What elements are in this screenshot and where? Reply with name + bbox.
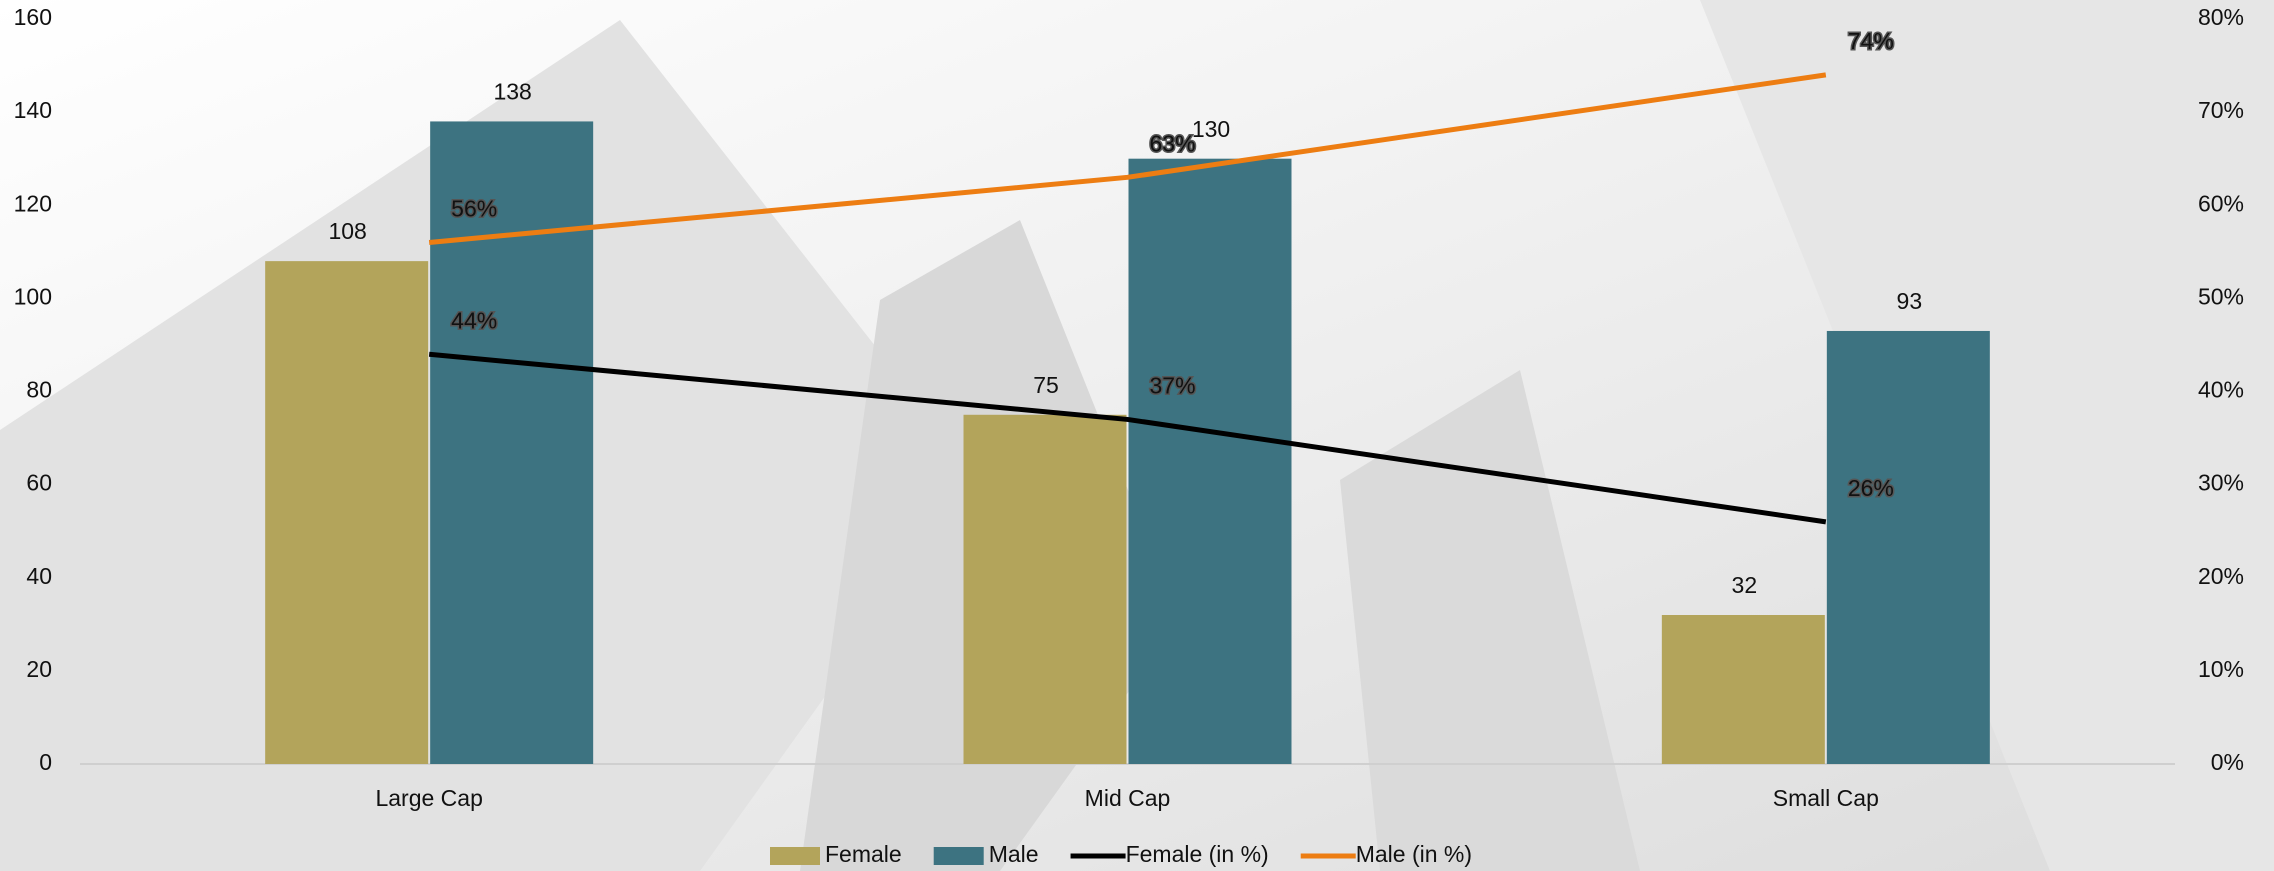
legend-swatch xyxy=(770,847,820,865)
bar-value-label: 75 xyxy=(1033,372,1059,398)
y2-tick-label: 50% xyxy=(2198,283,2244,309)
y-tick-label: 60 xyxy=(26,470,52,496)
y-tick-label: 140 xyxy=(14,97,52,123)
y-tick-label: 120 xyxy=(14,190,52,216)
bar-value-label: 93 xyxy=(1897,288,1923,314)
y2-tick-label: 80% xyxy=(2198,4,2244,30)
line-value-label: 56% xyxy=(451,196,497,222)
bar xyxy=(1826,330,1990,764)
bar-value-label: 108 xyxy=(328,218,366,244)
line-value-label: 63% xyxy=(1150,130,1196,156)
y-tick-label: 20 xyxy=(26,656,52,682)
y2-tick-label: 20% xyxy=(2198,563,2244,589)
bar-value-label: 138 xyxy=(493,79,531,105)
line-value-label: 37% xyxy=(1150,373,1196,399)
line-series xyxy=(428,72,1827,245)
y2-tick-label: 60% xyxy=(2198,190,2244,216)
x-tick-label: Small Cap xyxy=(1773,785,1879,811)
y-tick-label: 80 xyxy=(26,377,52,403)
x-tick-label: Mid Cap xyxy=(1085,785,1171,811)
legend-swatch xyxy=(933,847,984,865)
legend-label: Female (in %) xyxy=(1126,841,1269,867)
bar xyxy=(963,414,1127,764)
legend-label: Female xyxy=(825,841,902,867)
bar xyxy=(1661,615,1825,764)
y2-tick-label: 30% xyxy=(2198,470,2244,496)
y2-tick-label: 70% xyxy=(2198,97,2244,123)
bar-value-label: 130 xyxy=(1192,116,1230,142)
line-series xyxy=(428,351,1827,525)
line-value-label: 74% xyxy=(1848,28,1894,54)
y-tick-label: 100 xyxy=(14,283,52,309)
line-value-label: 44% xyxy=(451,307,497,333)
line-value-label: 26% xyxy=(1848,475,1894,501)
bar xyxy=(265,261,429,764)
plot: 0 20 40 60 80 100 120 140 160 0% 10% 20% 30% 40% 50% 60… xyxy=(14,4,2244,867)
y-tick-label: 40 xyxy=(26,563,52,589)
y-tick-label: 160 xyxy=(14,4,52,30)
legend-label: Male xyxy=(989,841,1039,867)
y2-tick-label: 40% xyxy=(2198,377,2244,403)
background-building xyxy=(1340,370,1640,871)
bar xyxy=(1128,158,1292,764)
y2-tick-label: 0% xyxy=(2211,749,2244,775)
bar-value-label: 32 xyxy=(1732,572,1758,598)
y-tick-label: 0 xyxy=(39,749,52,775)
y2-tick-label: 10% xyxy=(2198,656,2244,682)
legend-label: Male (in %) xyxy=(1356,841,1472,867)
x-tick-label: Large Cap xyxy=(375,785,482,811)
